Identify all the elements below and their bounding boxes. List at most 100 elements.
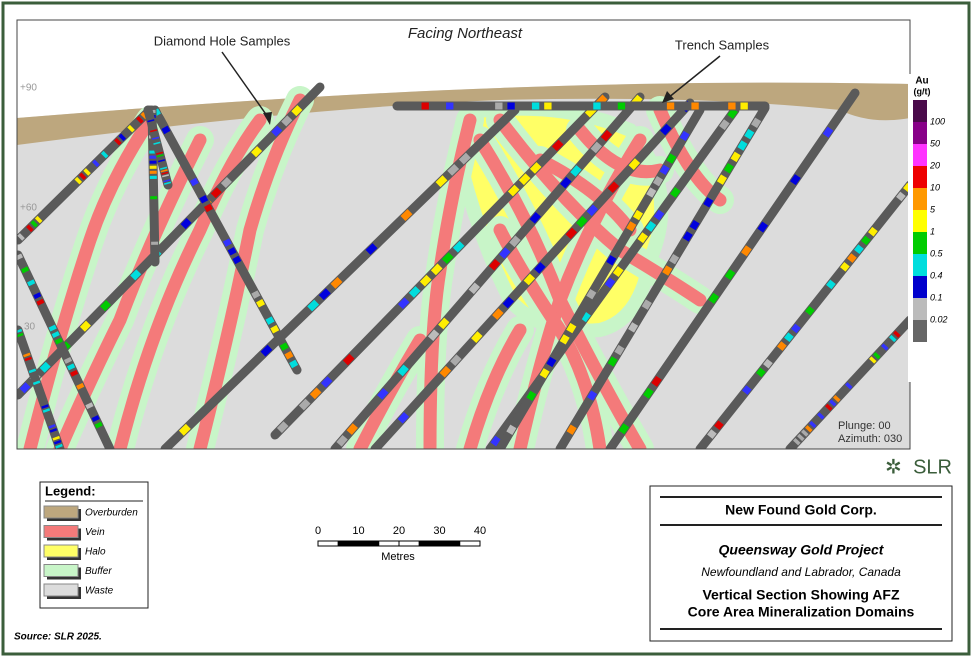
color-scale-label: 0.5 [930,248,944,258]
assay-interval [274,128,280,134]
assay-interval [899,194,903,199]
assay-interval [848,385,850,388]
assay-interval [79,384,81,388]
assay-interval [621,425,626,432]
legend-label: Overburden [85,508,138,519]
assay-interval [95,162,98,165]
assay-interval [608,280,613,287]
assay-interval [310,302,317,309]
assay-interval [56,437,57,439]
assay-interval [654,378,659,385]
legend-label: Vein [85,527,105,538]
assay-interval [656,178,660,185]
assay-interval [730,110,735,117]
assay-interval [826,129,831,136]
assay-interval [744,247,749,254]
assay-interval [254,149,260,155]
color-scale-unit: (g/t) [914,86,931,96]
assay-interval [139,119,142,122]
assay-interval [509,426,513,433]
assay-interval [431,332,437,339]
assay-interval [368,246,375,253]
assay-interval [502,250,508,257]
assay-interval [29,227,32,230]
assay-interval [570,426,574,433]
color-swatch [913,188,927,210]
scale-label: 0 [315,525,321,537]
assay-interval [892,337,894,340]
assay-interval [231,249,234,254]
assay-interval [569,325,573,332]
assay-interval [269,318,272,323]
assay-interval [492,261,498,268]
assay-interval [283,344,286,349]
assay-interval [323,379,330,386]
scale-unit: Metres [381,551,415,563]
assay-interval [70,365,72,369]
scale-label: 40 [474,525,486,537]
assay-interval [58,339,60,343]
assay-interval [213,190,219,196]
assay-interval [450,167,457,174]
assay-interval [537,264,543,271]
assay-interval [301,401,308,408]
scale-label: 30 [433,525,445,537]
assay-interval [820,415,822,418]
assay-interval [474,334,480,341]
assay-interval [121,136,124,139]
legend-title: Legend: [45,483,96,498]
callout: Trench Samples [675,37,770,52]
assay-interval [812,423,814,426]
assay-interval [663,167,667,174]
assay-interval [631,324,635,331]
legend-swatch [44,584,78,596]
assay-interval [59,445,60,447]
legend-label: Buffer [85,566,112,577]
assay-interval [183,220,189,226]
color-scale-label: 20 [929,160,940,170]
assay-interval [254,292,257,297]
assay-interval [339,437,345,444]
assay-interval [133,272,139,278]
assay-interval [98,423,100,427]
assay-interval [896,333,898,336]
assay-interval [103,303,109,309]
view-label: Facing Northeast [408,25,523,42]
assay-interval [857,247,861,252]
assay-interval [455,243,462,250]
assay-interval [722,121,727,128]
assay-interval [461,155,468,162]
assay-interval [808,428,810,431]
color-scale-label: 50 [930,138,940,148]
legend-swatch [44,526,78,538]
assay-interval [611,358,615,365]
assay-interval [884,346,886,349]
assay-interval [693,222,697,229]
assay-interval [631,161,637,168]
elevation-label: 30 [24,322,36,333]
assay-interval [73,371,75,375]
color-swatch [913,298,927,320]
assay-interval [554,142,561,149]
callout: Diamond Hole Samples [154,33,291,48]
assay-interval [521,176,528,183]
scale-segment [379,541,399,546]
color-swatch [913,232,927,254]
color-swatch [913,144,927,166]
assay-interval [493,438,498,445]
color-scale-label: 100 [930,116,945,126]
assay-interval [832,402,834,405]
legend-label: Waste [85,586,114,597]
assay-interval [645,301,649,308]
assay-interval [403,212,410,219]
source: Source: SLR 2025. [14,632,102,643]
assay-interval [422,277,429,284]
color-swatch [913,100,927,122]
assay-interval [30,281,32,285]
color-swatch [913,122,927,144]
assay-interval [629,223,633,230]
assay-interval [81,175,84,178]
assay-interval [532,165,539,172]
